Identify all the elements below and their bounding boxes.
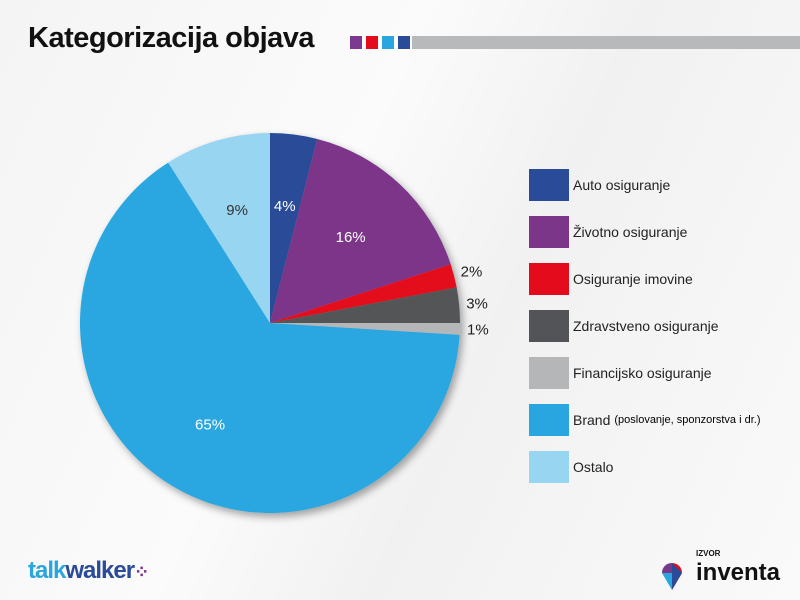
- inventa-logo: inventa: [696, 559, 781, 586]
- pie-slice: [270, 323, 460, 335]
- data-label: 1%: [467, 322, 489, 339]
- data-label: 65%: [195, 416, 225, 433]
- data-label: 2%: [461, 263, 483, 280]
- legend-item: Financijsko osiguranje: [529, 357, 712, 389]
- legend-swatch: [529, 169, 569, 201]
- legend-swatch: [529, 310, 569, 342]
- pie-slice: [270, 133, 318, 323]
- pie-slice: [168, 133, 270, 323]
- legend-label: Osiguranje imovine: [573, 271, 693, 287]
- pie-slice: [270, 264, 457, 323]
- legend-label: Ostalo: [573, 459, 614, 475]
- legend-item: Auto osiguranje: [529, 169, 670, 201]
- title-square: [382, 36, 394, 49]
- title-square: [366, 36, 378, 49]
- legend-label: Auto osiguranje: [573, 177, 671, 193]
- data-label: 9%: [226, 202, 248, 219]
- legend-swatch: [529, 451, 569, 483]
- source-label: IZVOR: [696, 549, 721, 558]
- legend-item: Brand (poslovanje, sponzorstva i dr.): [529, 404, 761, 436]
- title-square: [350, 36, 362, 49]
- page-title: Kategorizacija objava: [28, 22, 315, 54]
- pie-slice: [270, 138, 451, 323]
- legend-label: Financijsko osiguranje: [573, 365, 712, 381]
- data-label: 4%: [274, 198, 296, 215]
- data-label: 16%: [336, 229, 366, 246]
- legend-label: Brand: [573, 412, 611, 428]
- legend-swatch: [529, 357, 569, 389]
- pie-slice: [270, 287, 460, 323]
- legend-item: Ostalo: [529, 451, 613, 483]
- legend-swatch: [529, 216, 569, 248]
- talkwalker-logo: talkwalker⁘: [28, 557, 149, 584]
- legend-label: Životno osiguranje: [573, 224, 688, 240]
- legend-swatch: [529, 263, 569, 295]
- pie-slice: [80, 162, 460, 513]
- legend-item: Životno osiguranje: [529, 216, 687, 248]
- legend-label: Zdravstveno osiguranje: [573, 318, 719, 334]
- legend-item: Osiguranje imovine: [529, 263, 693, 295]
- legend-swatch: [529, 404, 569, 436]
- legend-note: (poslovanje, sponzorstva i dr.): [614, 414, 761, 426]
- title-bar: [412, 36, 800, 49]
- legend-item: Zdravstveno osiguranje: [529, 310, 719, 342]
- title-square: [398, 36, 410, 49]
- data-label: 3%: [466, 295, 488, 312]
